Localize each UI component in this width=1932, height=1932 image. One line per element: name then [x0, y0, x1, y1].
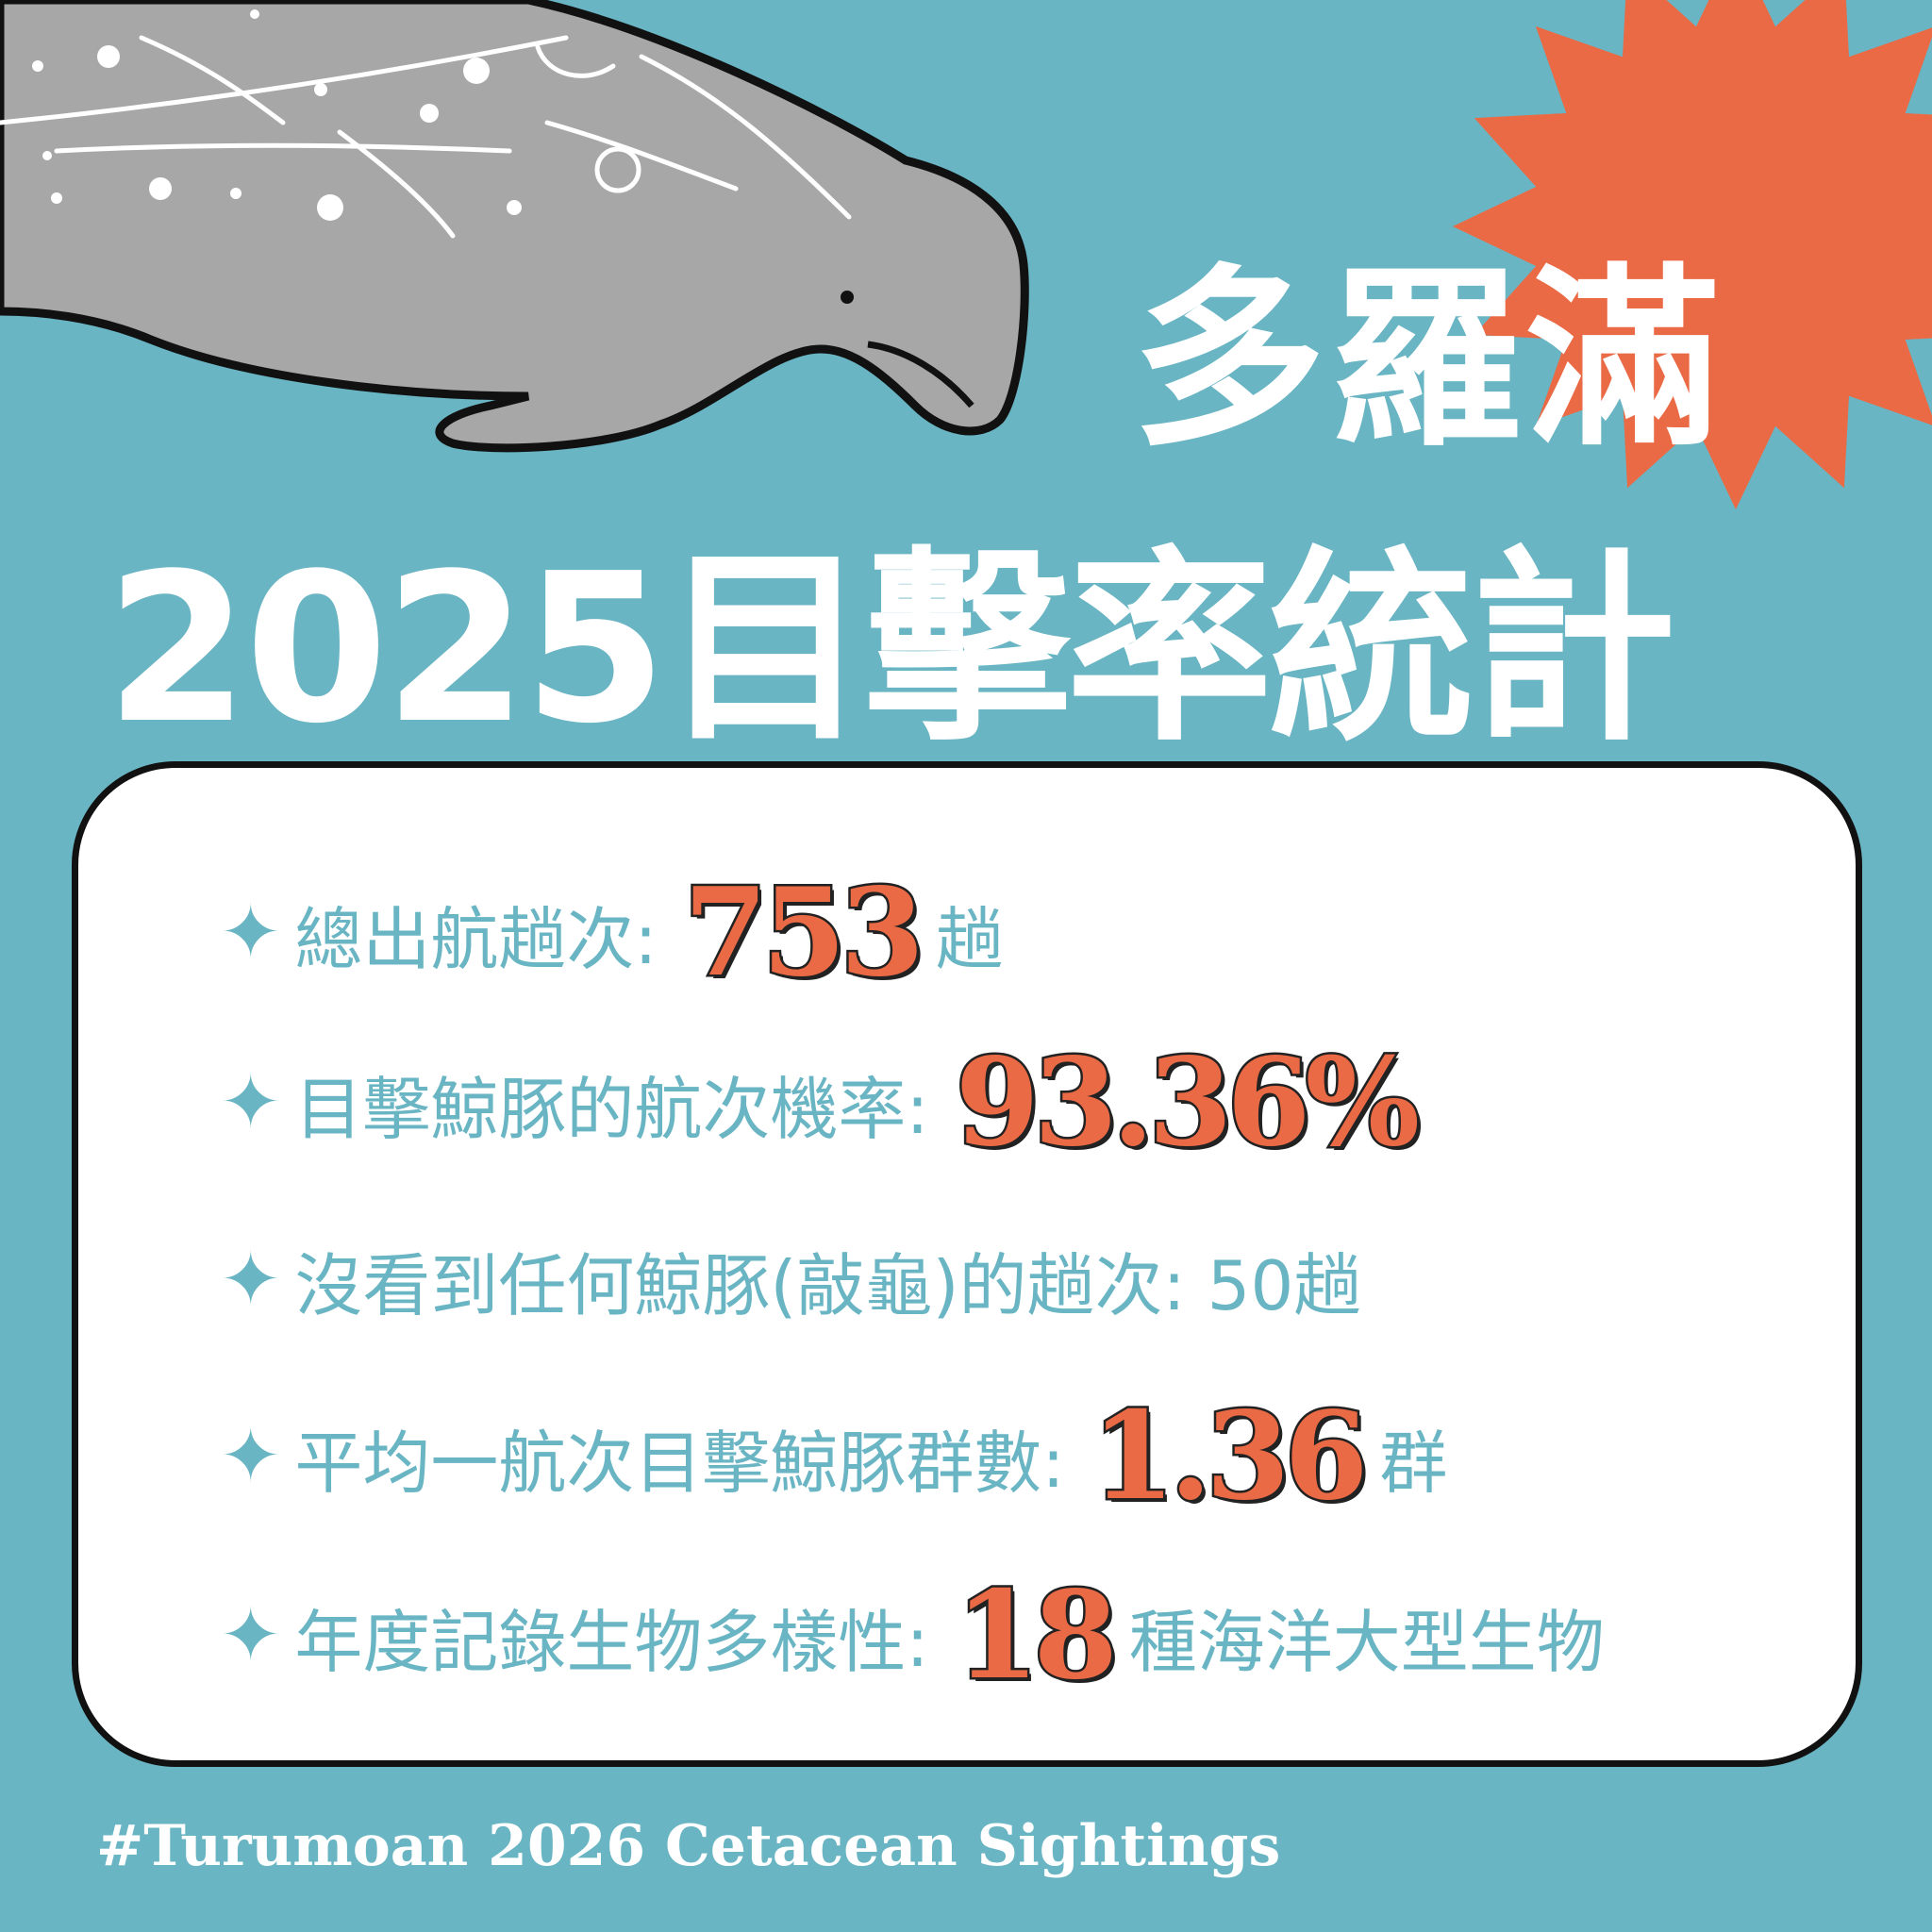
stat-value: 1.36	[1089, 1384, 1371, 1530]
sparkle-star-icon: ✦	[220, 1237, 282, 1323]
stat-value: 18	[953, 1563, 1120, 1709]
stat-row-sighting-rate: ✦ 目擊鯨豚的航次機率: 93.36%	[220, 1030, 1431, 1176]
sparkle-star-icon: ✦	[220, 1593, 282, 1678]
stat-unit: 群	[1379, 1423, 1448, 1503]
stat-row-biodiversity: ✦ 年度記錄生物多樣性: 18 種海洋大型生物	[220, 1563, 1605, 1709]
page-title: 2025目擊率統計	[106, 530, 1676, 769]
stat-label: 沒看到任何鯨豚(敲龜)的趟次: 50趟	[294, 1246, 1362, 1325]
manatee-illustration	[0, 0, 1029, 453]
stat-label: 平均一航次目擊鯨豚群數:	[294, 1423, 1065, 1503]
stat-row-total-trips: ✦ 總出航趟次: 753 趟	[220, 860, 1004, 1007]
stat-row-avg-groups: ✦ 平均一航次目擊鯨豚群數: 1.36 群	[220, 1384, 1448, 1530]
sparkle-star-icon: ✦	[220, 891, 282, 975]
stat-row-no-sighting: ✦ 沒看到任何鯨豚(敲龜)的趟次: 50趟	[220, 1230, 1361, 1329]
stat-label: 年度記錄生物多樣性:	[294, 1602, 929, 1682]
footer-hashtag: #Turumoan 2026 Cetacean Sightings	[96, 1813, 1281, 1879]
stat-label: 目擊鯨豚的航次機率:	[294, 1069, 929, 1149]
sparkle-star-icon: ✦	[220, 1060, 282, 1145]
stats-card: ✦ 總出航趟次: 753 趟 ✦ 目擊鯨豚的航次機率: 93.36% ✦ 沒看到…	[72, 761, 1862, 1767]
stat-value: 753	[681, 860, 926, 1007]
starburst-icon	[1453, 0, 1932, 509]
stat-unit: 種海洋大型生物	[1128, 1602, 1605, 1682]
stat-value: 93.36%	[953, 1030, 1422, 1176]
place-title: 多羅滿	[1132, 248, 1724, 473]
stat-label: 總出航趟次:	[294, 899, 658, 979]
stat-unit: 趟	[935, 899, 1004, 979]
sparkle-star-icon: ✦	[220, 1414, 282, 1499]
